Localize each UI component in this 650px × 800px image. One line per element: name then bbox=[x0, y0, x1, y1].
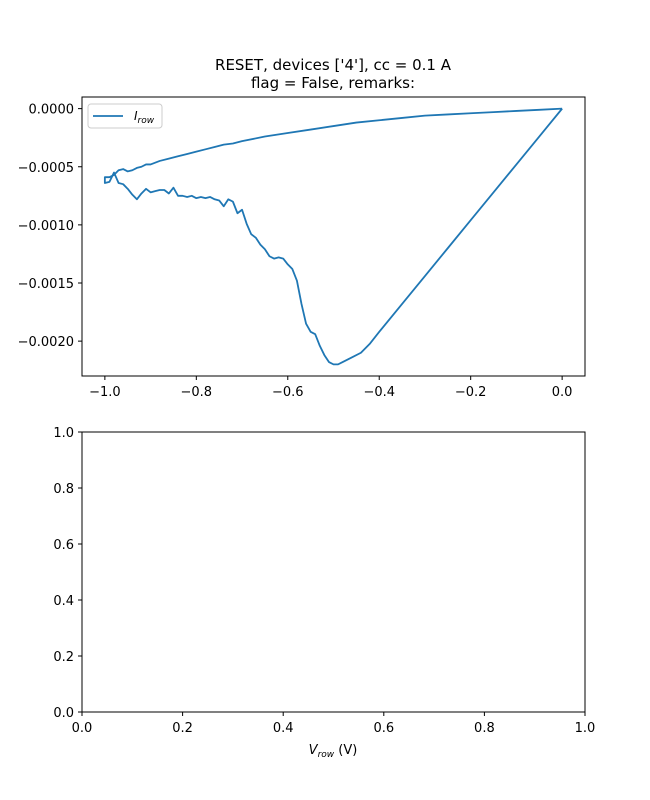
y-tick-label: −0.0010 bbox=[18, 219, 74, 234]
top-series-group bbox=[103, 107, 563, 366]
y-tick-label: −0.0005 bbox=[18, 161, 74, 176]
y-tick-label: 0.2 bbox=[53, 650, 74, 665]
x-tick-label: 1.0 bbox=[575, 721, 596, 736]
x-tick-label: −0.2 bbox=[455, 385, 487, 400]
x-tick-label: 0.8 bbox=[474, 721, 495, 736]
top-x-ticks: −1.0 −0.8 −0.6 −0.4 −0.2 0.0 bbox=[89, 376, 572, 400]
x-tick-label: 0.2 bbox=[172, 721, 193, 736]
y-tick-label: 0.6 bbox=[53, 538, 74, 553]
y-tick-label: −0.0015 bbox=[18, 277, 74, 292]
legend-box bbox=[87, 103, 163, 129]
x-tick-label: −0.6 bbox=[272, 385, 304, 400]
top-y-ticks: 0.0000 −0.0005 −0.0010 −0.0015 −0.0020 bbox=[18, 103, 82, 350]
legend-label-main: I bbox=[134, 109, 138, 123]
chart-title-line1: RESET, devices ['4'], cc = 0.1 A bbox=[215, 56, 452, 74]
chart-title-line2: flag = False, remarks: bbox=[251, 74, 415, 92]
x-tick-label: −0.8 bbox=[181, 385, 213, 400]
x-tick-label: 0.0 bbox=[552, 385, 573, 400]
legend-label: Irow bbox=[134, 109, 155, 126]
series-line-i-row bbox=[103, 107, 563, 366]
bottom-axes: 0.0 0.2 0.4 0.6 0.8 1.0 0.0 0.2 0.4 0.6 0.8 1.0 Vr… bbox=[53, 426, 595, 760]
y-tick-label: 0.0000 bbox=[29, 103, 75, 118]
bottom-y-ticks: 0.0 0.2 0.4 0.6 0.8 1.0 bbox=[53, 426, 82, 721]
y-tick-label: 0.8 bbox=[53, 482, 74, 497]
bottom-x-ticks: 0.0 0.2 0.4 0.6 0.8 1.0 bbox=[72, 712, 596, 736]
top-axes: −1.0 −0.8 −0.6 −0.4 −0.2 0.0 0.0000 −0.0005 −0.… bbox=[18, 96, 586, 400]
legend-label-sub: row bbox=[138, 116, 155, 126]
y-tick-label: 0.4 bbox=[53, 594, 74, 609]
legend: Irow bbox=[87, 103, 163, 129]
y-tick-label: −0.0020 bbox=[18, 335, 74, 350]
x-axis-label-main: V bbox=[309, 743, 319, 758]
y-tick-label: 0.0 bbox=[53, 706, 74, 721]
x-tick-label: −1.0 bbox=[89, 385, 121, 400]
y-tick-label: 1.0 bbox=[53, 426, 74, 441]
top-axes-frame bbox=[81, 96, 586, 377]
x-tick-label: −0.4 bbox=[363, 385, 395, 400]
bottom-axes-frame bbox=[81, 431, 586, 713]
x-tick-label: 0.6 bbox=[373, 721, 394, 736]
x-axis-label: Vrow (V) bbox=[309, 743, 358, 760]
x-axis-label-sub: row bbox=[318, 750, 335, 760]
x-tick-label: 0.0 bbox=[72, 721, 93, 736]
x-tick-label: 0.4 bbox=[273, 721, 294, 736]
x-axis-label-unit: (V) bbox=[334, 743, 357, 758]
